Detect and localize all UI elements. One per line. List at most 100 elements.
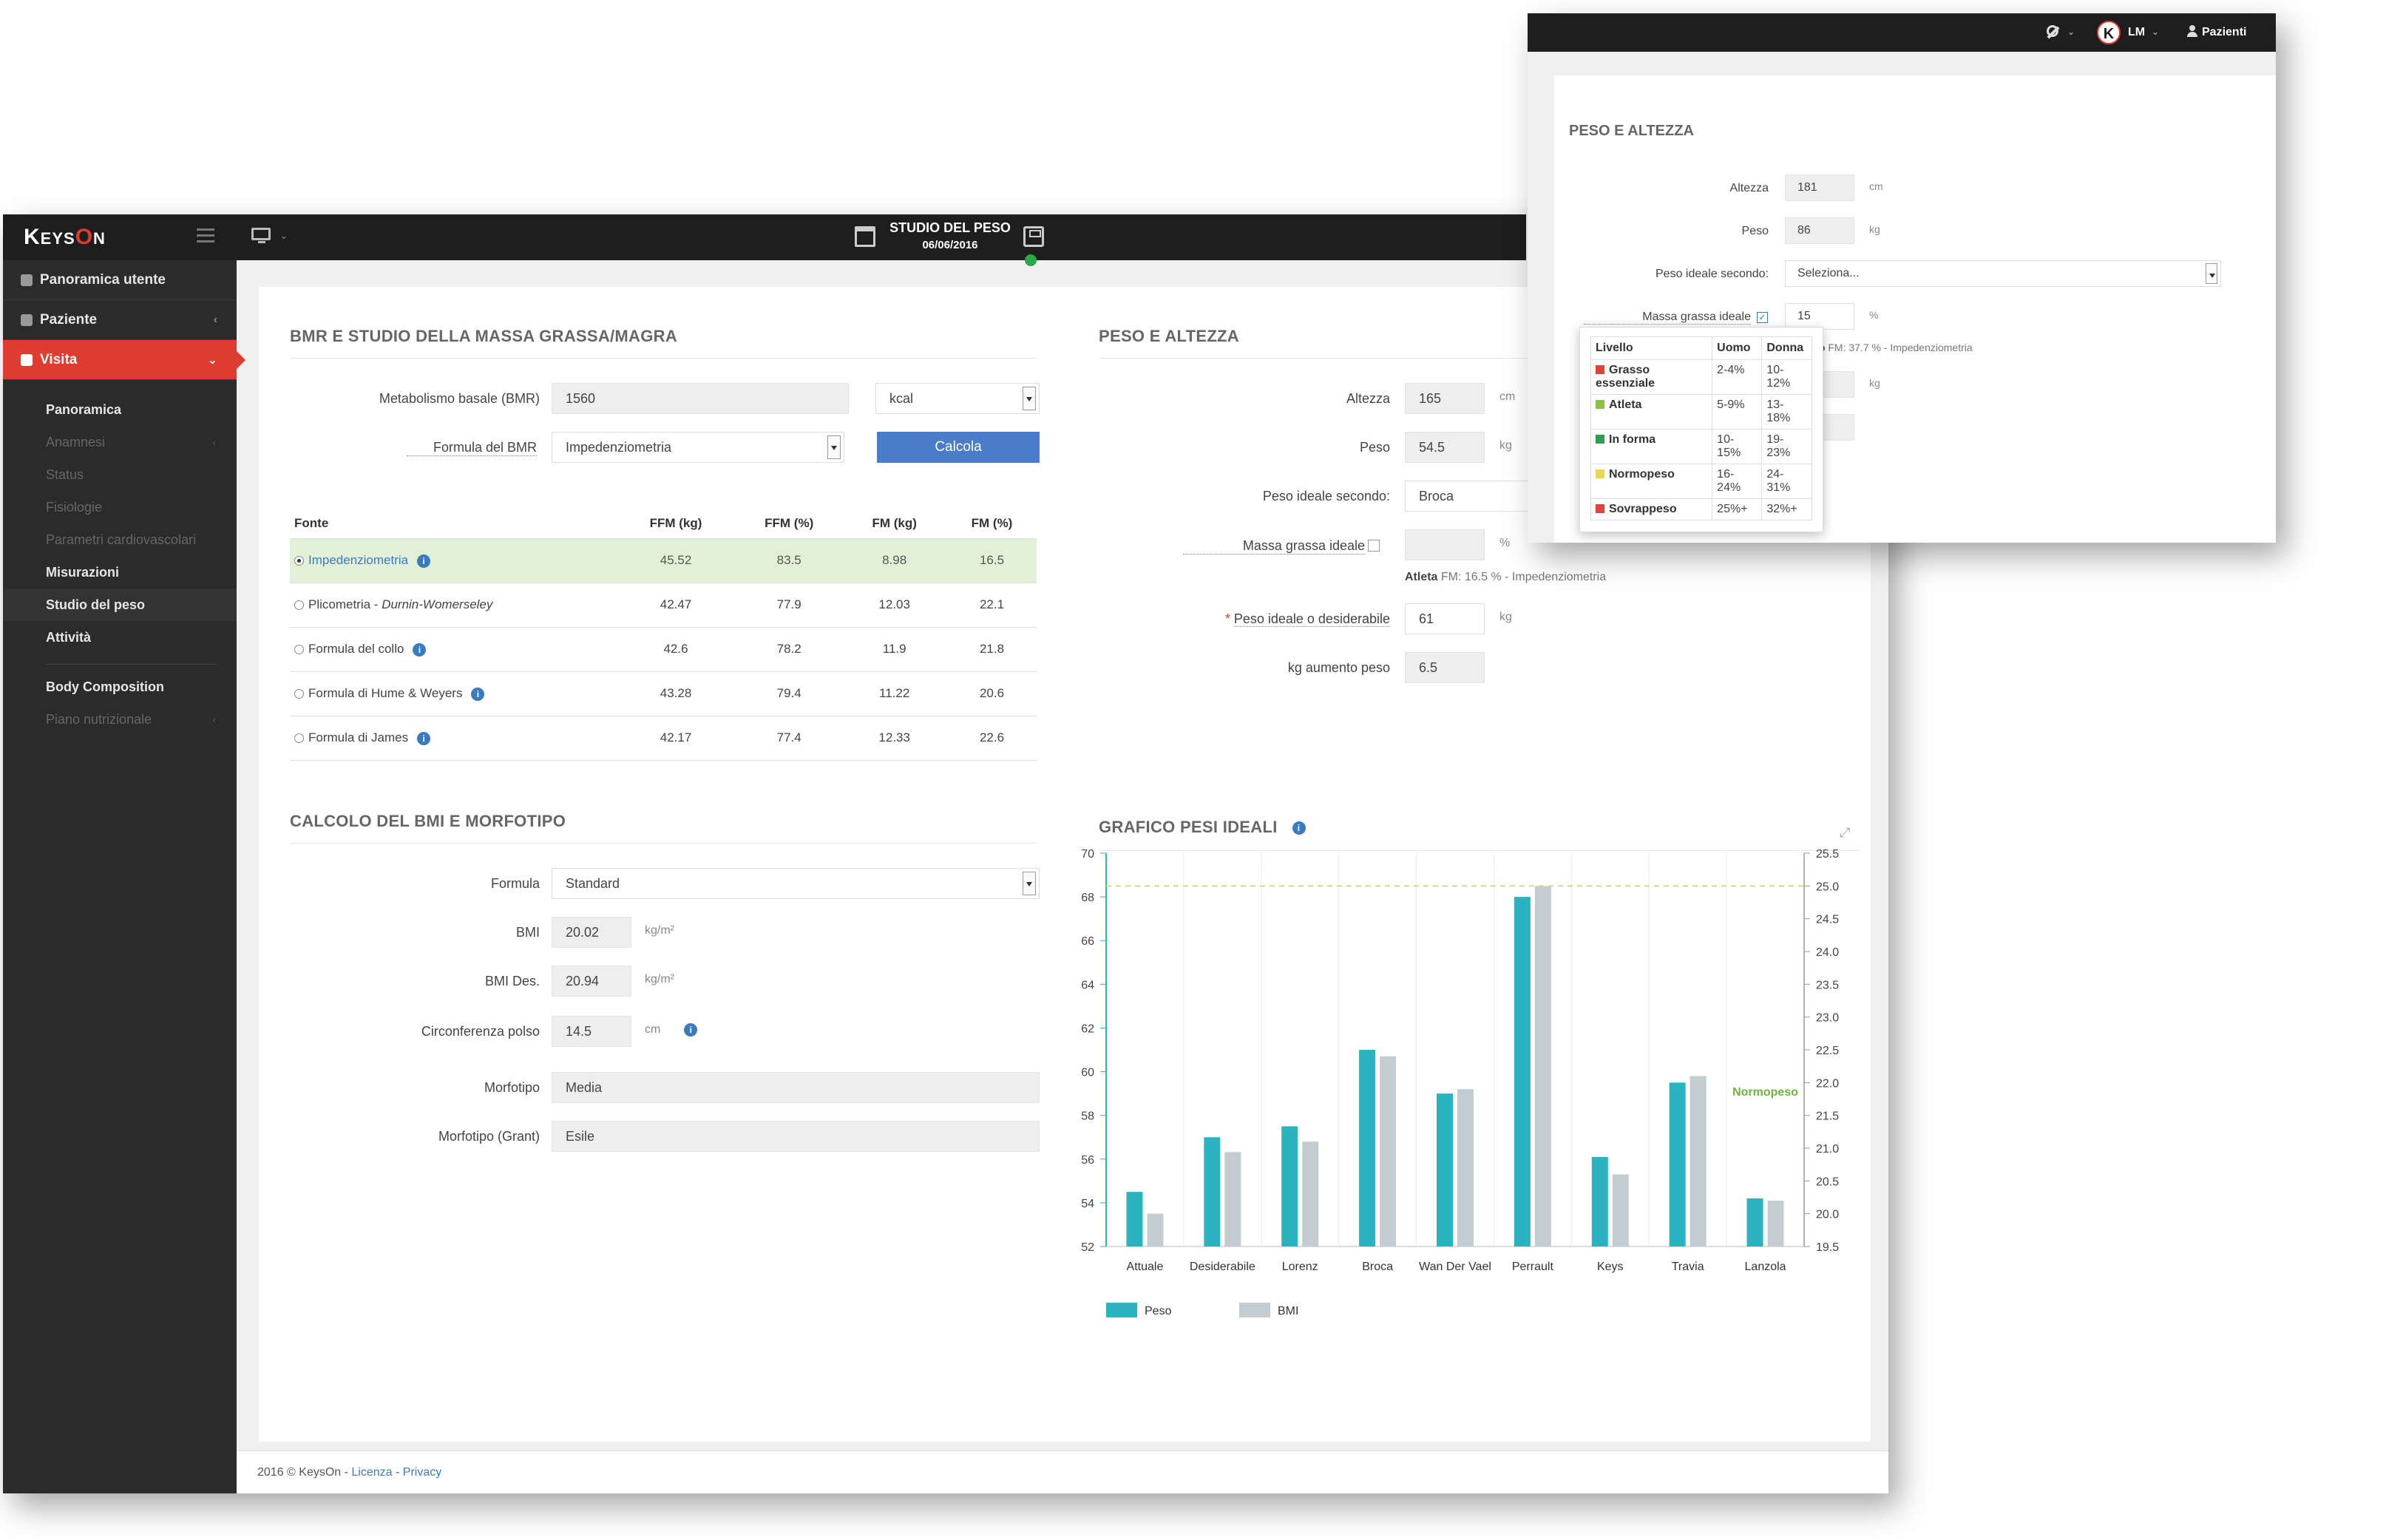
fm-kg-cell: 12.03 <box>841 583 943 628</box>
submenu-item-body-composition[interactable]: Body Composition <box>46 679 164 694</box>
sidebar-item-panoramica-utente[interactable]: Panoramica utente <box>3 260 237 300</box>
table-row[interactable]: Formula del collo i 42.6 78.2 11.9 21.8 <box>290 627 1037 672</box>
radio-button[interactable] <box>294 733 304 744</box>
overlay-peso-ideale-select[interactable]: Seleziona... <box>1785 260 2221 287</box>
bmi-formula-select[interactable]: Standard <box>552 868 1040 899</box>
info-icon[interactable]: i <box>413 642 427 657</box>
calcola-button[interactable]: Calcola <box>877 432 1040 463</box>
x-tick-label: Travia <box>1672 1261 1704 1273</box>
bmi-des-field[interactable]: 20.94 <box>552 966 631 997</box>
sidebar: Panoramica utente Paziente ‹ Visita ⌄ Pa… <box>3 260 245 1493</box>
fm-pct-cell: 22.6 <box>943 716 1037 761</box>
dropdown-arrow-icon[interactable] <box>1023 387 1036 410</box>
bar-peso <box>1359 1050 1376 1246</box>
fonte-name: Formula di James i <box>290 716 615 761</box>
keyson-logo[interactable]: KEYSON <box>24 225 106 249</box>
massa-grassa-field[interactable] <box>1405 529 1485 560</box>
peso-field[interactable]: 54.5 <box>1405 432 1485 463</box>
submenu-item-studio-del-peso[interactable]: Studio del peso <box>3 588 237 621</box>
overlay-altezza-field[interactable]: 181 <box>1785 174 1854 201</box>
info-icon[interactable]: i <box>471 687 485 701</box>
kg-aumento-field[interactable]: 6.5 <box>1405 652 1485 683</box>
visita-submenu: Panoramica Anamnesi ‹ Status Fisiologie P… <box>3 380 237 736</box>
morfotipo-grant-field[interactable]: Esile <box>552 1121 1040 1152</box>
overlay-massa-grassa-field[interactable]: 15 <box>1785 303 1854 330</box>
radio-button[interactable] <box>294 556 304 566</box>
overlay-peso-unit: kg <box>1869 223 1880 235</box>
y-tick-label-left: 56 <box>1081 1154 1094 1167</box>
table-row: Atleta 5-9% 13-18% <box>1590 394 1812 430</box>
expand-icon[interactable]: ⤢ <box>1840 825 1851 840</box>
save-icon[interactable] <box>1023 226 1044 247</box>
ffm-pct-cell: 78.2 <box>732 627 842 672</box>
column-header: FFM (kg) <box>615 509 733 539</box>
license-link[interactable]: Licenza <box>351 1466 393 1479</box>
privacy-link[interactable]: Privacy <box>402 1466 442 1479</box>
bmr-unit-select[interactable]: kcal <box>875 383 1040 414</box>
ffm-pct-cell: 79.4 <box>732 671 842 716</box>
y-tick-label-right: 23.0 <box>1816 1012 1839 1025</box>
monitor-icon[interactable] <box>251 228 272 244</box>
calendar-icon[interactable] <box>855 226 875 247</box>
peso-desiderabile-field[interactable]: 61 <box>1405 603 1485 634</box>
sidebar-item-visita[interactable]: Visita ⌄ <box>3 340 245 380</box>
column-header: FM (%) <box>943 509 1037 539</box>
submenu-item-parametri-cardiovascolari[interactable]: Parametri cardiovascolari <box>46 532 197 547</box>
livello-table: Livello Uomo Donna Grasso essenziale 2-4… <box>1590 336 1812 520</box>
info-icon[interactable]: i <box>417 731 431 745</box>
altezza-field[interactable]: 165 <box>1405 383 1485 414</box>
y-tick-label-right: 23.5 <box>1816 979 1839 991</box>
chevron-down-icon[interactable]: ⌄ <box>2152 27 2160 37</box>
sidebar-item-paziente[interactable]: Paziente ‹ <box>3 300 237 340</box>
overlay-panel-title: PESO E ALTEZZA <box>1569 123 1694 139</box>
dropdown-arrow-icon[interactable] <box>1023 872 1036 895</box>
massa-grassa-checkbox[interactable] <box>1368 540 1380 552</box>
peso-label: Peso <box>1359 440 1390 455</box>
livello-label: Grasso essenziale <box>1590 359 1713 395</box>
radio-button[interactable] <box>294 689 304 699</box>
info-icon[interactable]: i <box>417 554 431 568</box>
dropdown-arrow-icon[interactable] <box>827 435 841 459</box>
radio-button[interactable] <box>294 645 304 655</box>
morfotipo-field[interactable]: Media <box>552 1072 1040 1103</box>
submenu-item-fisiologie[interactable]: Fisiologie <box>46 500 103 515</box>
table-row[interactable]: Plicometria - Durnin-Womerseley 42.47 77… <box>290 583 1037 628</box>
dropdown-arrow-icon[interactable] <box>2206 263 2217 284</box>
legend-label-bmi: BMI <box>1278 1305 1298 1317</box>
table-row[interactable]: Formula di James i 42.17 77.4 12.33 22.6 <box>290 716 1037 761</box>
menu-toggle-icon[interactable] <box>197 228 214 243</box>
radio-button[interactable] <box>294 600 304 611</box>
submenu-item-attivita[interactable]: Attività <box>46 630 92 645</box>
info-icon[interactable]: i <box>684 1023 698 1037</box>
bmr-formula-select[interactable]: Impedenziometria <box>552 432 844 463</box>
fonte-name: Formula del collo i <box>290 627 615 672</box>
submenu-item-misurazioni[interactable]: Misurazioni <box>46 565 120 580</box>
pazienti-link[interactable]: Pazienti <box>2202 26 2247 38</box>
bmr-value-field[interactable]: 1560 <box>552 383 849 414</box>
submenu-item-panoramica[interactable]: Panoramica <box>46 402 122 417</box>
overlay-top-bar: ⌄ K LM ⌄ Pazienti <box>1528 13 2276 52</box>
bmi-field[interactable]: 20.02 <box>552 917 631 948</box>
submenu-item-anamnesi[interactable]: Anamnesi ‹ <box>3 426 237 458</box>
chevron-down-icon[interactable]: ⌄ <box>2067 27 2075 37</box>
user-initials[interactable]: LM <box>2128 26 2146 38</box>
bar-bmi <box>1689 1076 1707 1246</box>
submenu-item-label: Anamnesi <box>46 435 106 450</box>
saved-status-dot <box>1025 254 1037 266</box>
circonferenza-polso-field[interactable]: 14.5 <box>552 1016 631 1047</box>
avatar[interactable]: K <box>2097 21 2121 44</box>
submenu-item-status[interactable]: Status <box>46 467 84 482</box>
y-tick-label-right: 21.5 <box>1816 1110 1839 1123</box>
y-tick-label-right: 22.5 <box>1816 1045 1839 1057</box>
column-header: Uomo <box>1712 336 1763 360</box>
overlay-peso-field[interactable]: 86 <box>1785 217 1854 244</box>
wrench-icon[interactable] <box>2045 24 2061 40</box>
chevron-down-icon[interactable]: ⌄ <box>279 229 288 241</box>
table-row[interactable]: Impedenziometria i 45.52 83.5 8.98 16.5 <box>290 538 1037 583</box>
overlay-massa-grassa-checkbox[interactable]: ✓ <box>1757 312 1768 323</box>
submenu-item-piano-nutrizionale[interactable]: Piano nutrizionale ‹ <box>3 703 237 736</box>
study-title-text: STUDIO DEL PESO <box>889 220 1011 235</box>
info-icon[interactable]: i <box>1292 821 1306 835</box>
table-row[interactable]: Formula di Hume & Weyers i 43.28 79.4 11.… <box>290 671 1037 716</box>
peso-desiderabile-label: * Peso ideale o desiderabile <box>1224 611 1390 627</box>
